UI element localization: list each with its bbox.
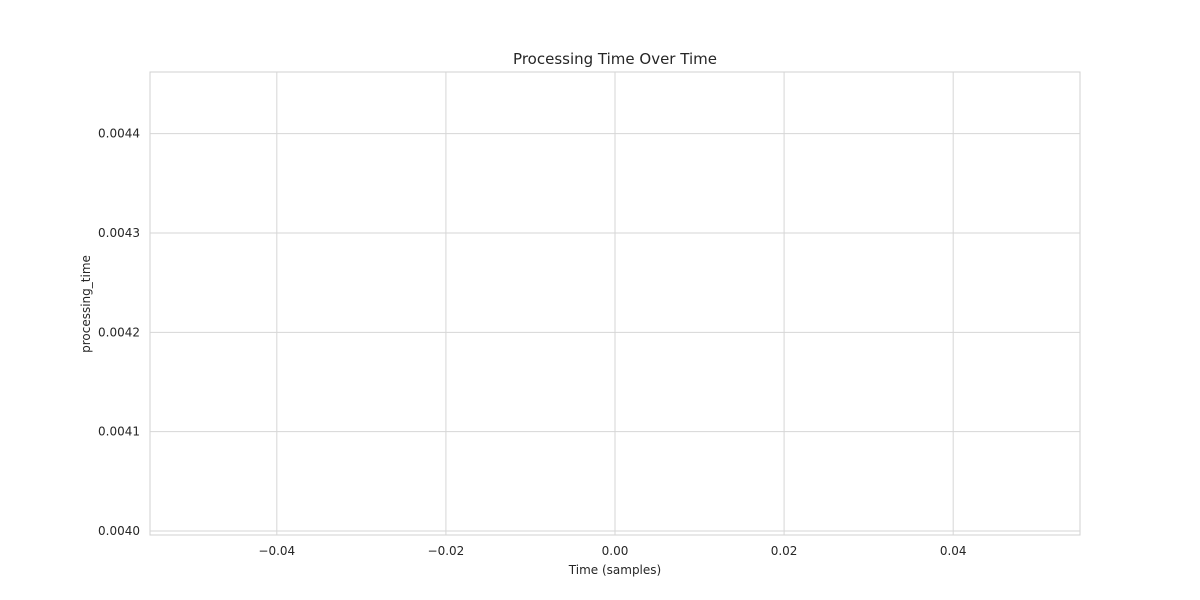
grid-layer (150, 72, 1080, 535)
x-axis-ticks: −0.04 −0.02 0.00 0.02 0.04 (258, 544, 966, 558)
y-tick-label: 0.0040 (98, 524, 140, 538)
x-axis-label: Time (samples) (568, 563, 661, 577)
y-tick-label: 0.0042 (98, 325, 140, 339)
chart-title: Processing Time Over Time (513, 50, 717, 68)
x-tick-label: 0.04 (940, 544, 967, 558)
x-tick-label: −0.02 (428, 544, 465, 558)
y-tick-label: 0.0041 (98, 425, 140, 439)
x-tick-label: 0.02 (771, 544, 798, 558)
x-tick-label: −0.04 (258, 544, 295, 558)
y-axis-label: processing_time (79, 255, 93, 353)
y-axis-ticks: 0.0040 0.0041 0.0042 0.0043 0.0044 (98, 127, 140, 538)
x-tick-label: 0.00 (602, 544, 629, 558)
y-tick-label: 0.0043 (98, 226, 140, 240)
y-tick-label: 0.0044 (98, 127, 140, 141)
